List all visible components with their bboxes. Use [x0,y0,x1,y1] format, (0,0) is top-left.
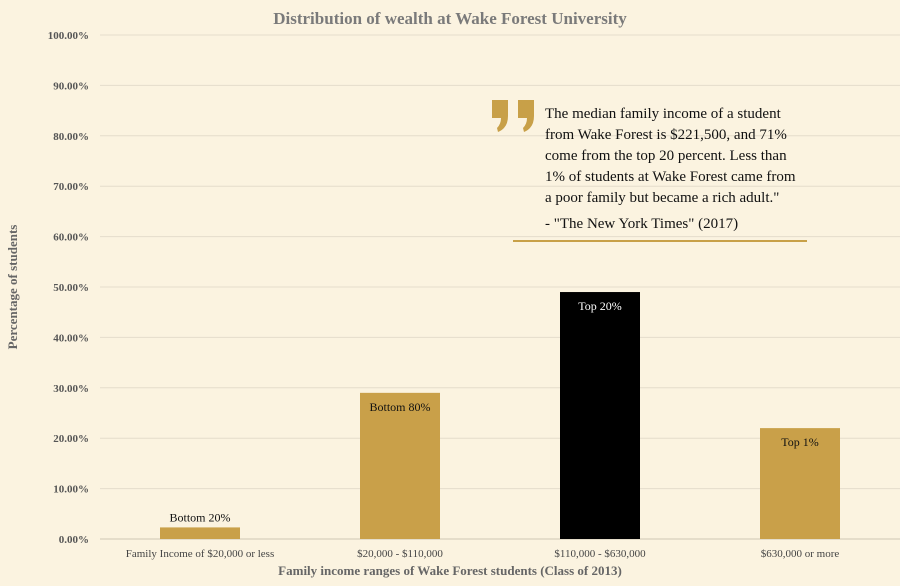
y-tick-label: 80.00% [53,131,89,143]
quote-marks-icon [492,100,508,132]
y-tick-label: 100.00% [48,30,89,42]
bar-data-label: Bottom 80% [369,400,430,414]
y-tick-label: 40.00% [53,332,89,344]
chart-title: Distribution of wealth at Wake Forest Un… [273,9,627,28]
x-tick-label: Family Income of $20,000 or less [126,548,274,560]
quote-source: - "The New York Times" (2017) [545,216,739,232]
y-tick-label: 30.00% [53,383,89,395]
bar-data-label: Top 1% [781,435,819,449]
y-tick-label: 0.00% [59,534,89,546]
x-axis-title: Family income ranges of Wake Forest stud… [278,563,622,578]
y-tick-label: 50.00% [53,282,89,294]
x-tick-label: $20,000 - $110,000 [357,548,443,560]
bar [760,428,840,539]
x-tick-label: $630,000 or more [761,548,840,560]
quote-underline [513,240,807,242]
x-tick-label: $110,000 - $630,000 [554,548,646,560]
y-tick-label: 60.00% [53,232,89,244]
y-tick-label: 20.00% [53,433,89,445]
bar-data-label: Top 20% [578,299,622,313]
y-tick-label: 90.00% [53,80,89,92]
bar [360,392,440,539]
bar-data-label: Bottom 20% [169,510,230,524]
y-tick-label: 70.00% [53,181,89,193]
bar [160,527,240,539]
quote-text: The median family income of a student fr… [545,106,796,206]
bar [560,292,640,539]
y-axis-title: Percentage of students [5,225,20,350]
y-tick-label: 10.00% [53,484,89,496]
quote-marks-icon [518,100,534,132]
